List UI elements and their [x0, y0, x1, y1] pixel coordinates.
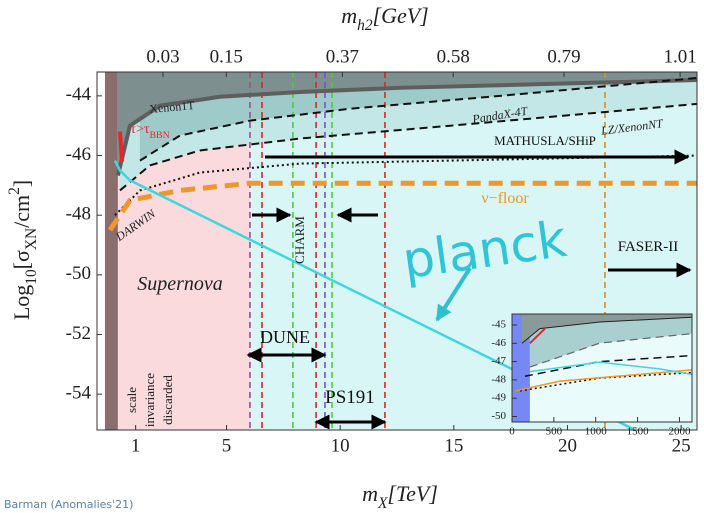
- annotation-part: FASER-II: [618, 239, 679, 255]
- x2-axis-title: mh2[GeV]: [341, 3, 429, 34]
- y-tick-label: -47: [491, 355, 506, 367]
- annotation-part: τ>τ: [130, 122, 150, 137]
- x2-tick-label: 0.79: [547, 46, 580, 67]
- annotation: discarded: [160, 375, 175, 425]
- y-axis-title-part: XN: [23, 228, 40, 250]
- curve: [107, 180, 697, 232]
- y-axis-title-part: 10: [23, 269, 40, 285]
- y-tick-label: -46: [491, 337, 506, 349]
- y-tick-label: -46: [66, 144, 91, 165]
- annotation-part: MATHUSLA/SHiP: [494, 133, 596, 148]
- curve: [117, 131, 124, 162]
- x-tick-label: 1: [131, 435, 141, 456]
- x-axis-title-part: X: [377, 495, 388, 512]
- x2-axis-title-part: m: [341, 3, 357, 28]
- x-tick-label: 15: [444, 435, 463, 456]
- y-tick-label: -48: [66, 204, 91, 225]
- annotation: Xenon1T: [149, 98, 196, 116]
- frame: [511, 313, 693, 423]
- curve: [514, 369, 692, 392]
- plot-area: [97, 72, 697, 430]
- x2-axis-title-part: [GeV]: [373, 3, 429, 28]
- x-axis-title-part: [TeV]: [387, 481, 438, 506]
- x2-axis-title-part: h2: [357, 17, 373, 34]
- annotation-part: DUNE: [260, 327, 310, 347]
- curve: [529, 327, 546, 345]
- x-axis-title-part: m: [362, 481, 378, 506]
- y-axis-title: Log10[σXN/cm2]: [6, 180, 40, 320]
- x-tick-label: 10: [331, 435, 350, 456]
- x-tick-label: 2000: [668, 425, 691, 437]
- y-tick-label: -45: [491, 319, 506, 331]
- excluded-area: [117, 72, 697, 176]
- annotation: MATHUSLA/SHiP: [494, 133, 596, 148]
- curve: [113, 160, 634, 430]
- plot-0: -44-46-48-50-52-541 5 10 15 20 250.03 0.15 0.37…: [66, 46, 698, 456]
- plot-1: -45 -46 -47 -48 -49 -500 500 1000 1500 2000: [491, 313, 693, 437]
- annotation: τ>τBBN: [130, 122, 169, 141]
- y-tick-label: -52: [66, 323, 91, 344]
- curve: [529, 332, 692, 368]
- annotation-part: ν−floor: [481, 190, 529, 207]
- x2-tick-label: 0.37: [326, 46, 359, 67]
- annotation: PS191: [325, 387, 375, 408]
- y-tick-label: -49: [491, 392, 506, 404]
- annotation-part: PS191: [325, 387, 375, 408]
- curve: [139, 76, 697, 162]
- x2-tick-label: 0.58: [437, 46, 470, 67]
- y-axis-title-part: [σ: [9, 250, 34, 269]
- curve: [529, 361, 692, 376]
- y-tick-label: -54: [66, 383, 92, 404]
- annotation: scale: [124, 387, 139, 413]
- annotation: CHARM: [292, 216, 307, 264]
- y-axis-title-part: Log: [9, 285, 34, 320]
- annotation-part: discarded: [160, 375, 175, 425]
- x-axis-title: mX[TeV]: [362, 481, 438, 512]
- x-tick-label: 5: [222, 435, 232, 456]
- y-tick-label: -44: [66, 84, 92, 105]
- band: [104, 72, 118, 430]
- annotation: invariance: [142, 373, 157, 427]
- annotation-part: Xenon1T: [149, 98, 196, 116]
- annotation-part: BBN: [150, 130, 170, 141]
- annotation-part: CHARM: [292, 216, 307, 264]
- curve: [524, 354, 692, 377]
- y-axis-title-part: ]: [9, 180, 34, 187]
- x-tick-label: 500: [546, 425, 563, 437]
- planck-arrow: [435, 266, 472, 322]
- x-tick-label: 25: [672, 435, 691, 456]
- curve: [115, 78, 697, 176]
- y-axis-title-part: /cm: [9, 195, 34, 228]
- annotation: ν−floor: [481, 190, 529, 207]
- y-axis-title-part: 2: [6, 187, 23, 195]
- x2-tick-label: 0.03: [146, 46, 179, 67]
- x-tick-label: 0: [509, 425, 515, 437]
- curve: [119, 102, 697, 192]
- x2-tick-label: 0.15: [210, 46, 243, 67]
- x-tick-label: 20: [558, 435, 577, 456]
- excluded-area: [529, 314, 692, 368]
- annotation-part: Supernova: [137, 273, 223, 295]
- curve: [521, 316, 692, 344]
- y-tick-label: -48: [491, 373, 506, 385]
- annotation-part: invariance: [142, 373, 157, 427]
- frame: [96, 71, 698, 431]
- excluded-area: [521, 314, 692, 344]
- plot-area: [512, 314, 692, 422]
- annotation: FASER-II: [618, 239, 679, 255]
- x-tick-label: 1000: [585, 425, 608, 437]
- annotation: Supernova: [137, 273, 223, 295]
- footer: Barman (Anomalies'21): [4, 498, 134, 511]
- y-tick-label: -50: [491, 410, 506, 422]
- y-tick-label: -50: [66, 263, 91, 284]
- x-tick-label: 1500: [627, 425, 650, 437]
- annotation-part: scale: [124, 387, 139, 413]
- annotation: DUNE: [260, 327, 310, 347]
- x2-tick-label: 1.01: [663, 46, 696, 67]
